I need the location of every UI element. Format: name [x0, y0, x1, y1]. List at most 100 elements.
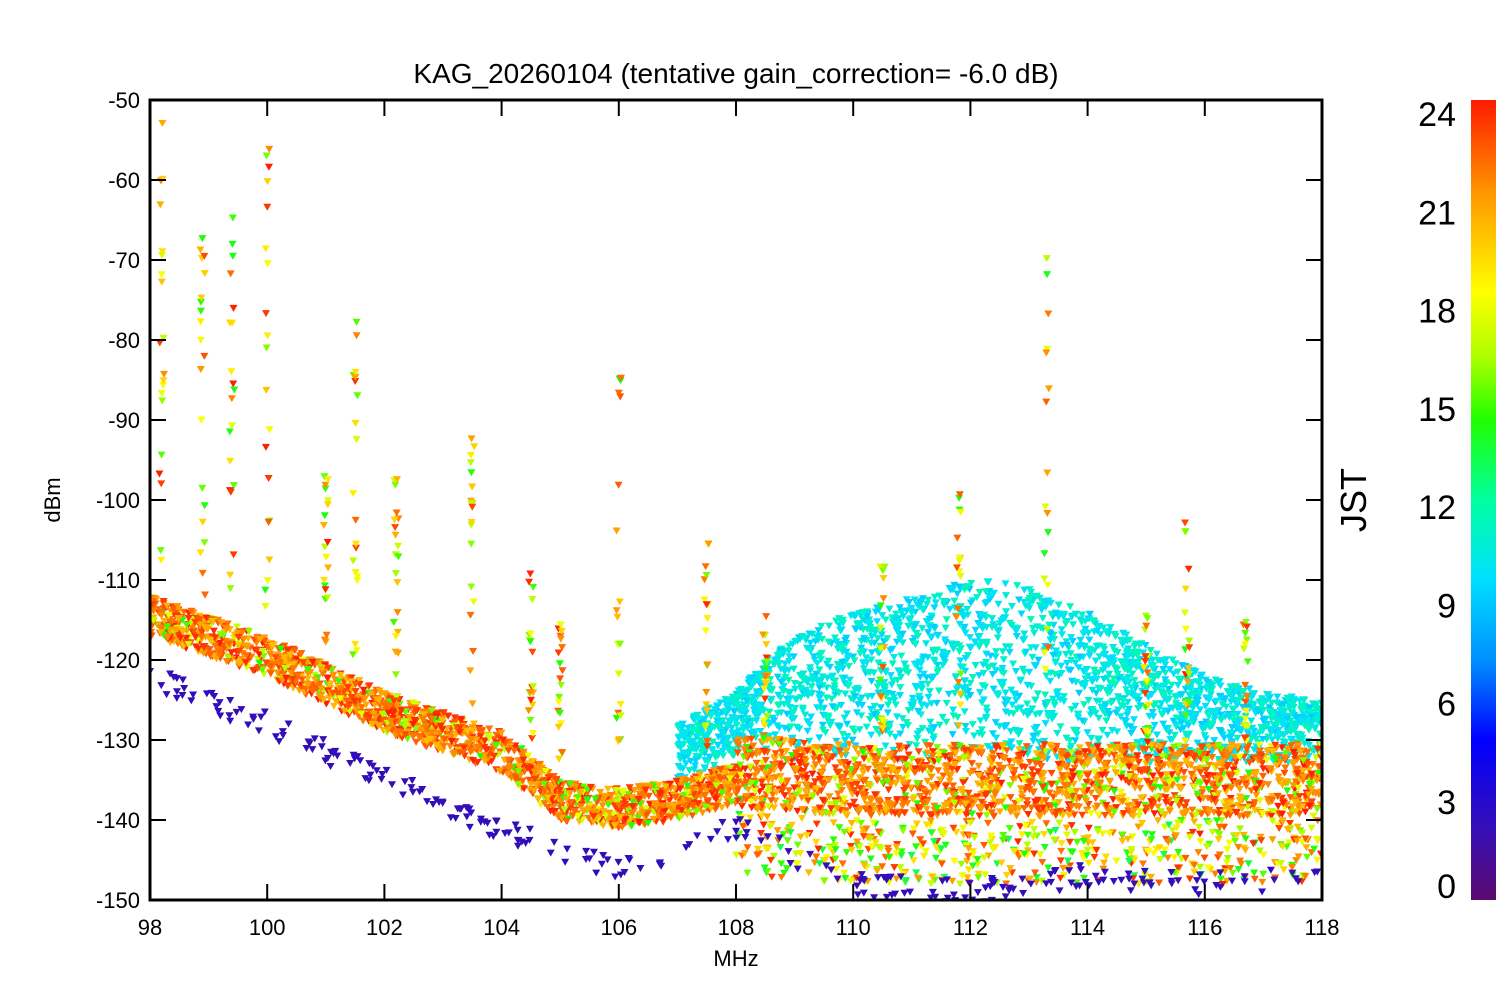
hump-point	[908, 694, 917, 702]
hump-point	[993, 634, 1002, 642]
hump-point	[805, 737, 814, 745]
hump-point	[1125, 705, 1134, 713]
hump-point	[807, 713, 816, 721]
hump-point	[1071, 678, 1080, 686]
hump-point	[1120, 717, 1129, 725]
hump-point	[1103, 690, 1112, 698]
hump-point	[1212, 697, 1221, 705]
hump-point	[982, 704, 991, 712]
hump-point	[1087, 675, 1096, 683]
hump-point	[1063, 659, 1072, 667]
floor-point	[332, 698, 341, 706]
hump-point	[1300, 696, 1309, 704]
floor-point	[947, 752, 956, 760]
hump-point	[784, 689, 793, 697]
hump-point	[765, 708, 774, 716]
hump-point	[887, 681, 896, 689]
hump-point	[691, 715, 700, 723]
floor-point	[708, 789, 717, 797]
hump-point	[1086, 711, 1095, 719]
hump-point	[933, 661, 942, 669]
hump-point	[1026, 599, 1035, 607]
hump-point	[895, 604, 904, 612]
hump-point	[1032, 592, 1041, 600]
floor-point	[999, 764, 1008, 772]
hump-point	[805, 721, 814, 729]
floor-point	[1286, 794, 1295, 802]
hump-point	[1221, 695, 1230, 703]
hump-point	[1007, 603, 1016, 611]
hump-point	[1031, 711, 1040, 719]
hump-point	[818, 721, 827, 729]
hump-point	[1103, 731, 1112, 739]
hump-point	[1063, 641, 1072, 649]
hump-point	[774, 701, 783, 709]
hump-point	[1101, 664, 1110, 672]
hump-point	[1238, 703, 1247, 711]
hump-point	[1210, 737, 1219, 745]
hump-point	[1004, 697, 1013, 705]
hump-point	[1271, 728, 1280, 736]
hump-point	[1005, 648, 1014, 656]
floor-point	[816, 776, 825, 784]
hump-point	[880, 638, 889, 646]
hump-point	[1017, 610, 1026, 618]
hump-point	[854, 686, 863, 694]
hump-point	[1010, 690, 1019, 698]
hump-point	[864, 619, 873, 627]
hump-point	[892, 610, 901, 618]
floor-point	[1132, 755, 1141, 763]
chart-title: KAG_20260104 (tentative gain_correction=…	[413, 58, 1058, 89]
hump-point	[963, 605, 972, 613]
hump-point	[697, 726, 706, 734]
hump-point	[1007, 738, 1016, 746]
hump-point	[929, 647, 938, 655]
hump-point	[1132, 663, 1141, 671]
floor-point	[152, 596, 161, 604]
floor-point	[1182, 799, 1191, 807]
hump-point	[1020, 669, 1029, 677]
floor-point	[543, 803, 552, 811]
hump-point	[729, 729, 738, 737]
hump-point	[833, 704, 842, 712]
hump-point	[1162, 656, 1171, 664]
floor-point	[1136, 784, 1145, 792]
hump-point	[782, 710, 791, 718]
hump-point	[1083, 729, 1092, 737]
hump-point	[1127, 684, 1136, 692]
hump-point	[1023, 700, 1032, 708]
hump-point	[1233, 734, 1242, 742]
hump-point	[912, 660, 921, 668]
floor-point	[834, 741, 843, 749]
hump-point	[1259, 706, 1268, 714]
hump-point	[1202, 718, 1211, 726]
floor-point	[1084, 741, 1093, 749]
hump-point	[1151, 686, 1160, 694]
hump-point	[1080, 701, 1089, 709]
floor-point	[1009, 770, 1018, 778]
floor-point	[1291, 791, 1300, 799]
hump-point	[1193, 739, 1202, 747]
hump-point	[1030, 732, 1039, 740]
hump-point	[1137, 640, 1146, 648]
hump-point	[838, 658, 847, 666]
hump-point	[1020, 630, 1029, 638]
hump-point	[1121, 637, 1130, 645]
hump-point	[731, 715, 740, 723]
floor-point	[1121, 742, 1130, 750]
hump-point	[1195, 681, 1204, 689]
floor-point	[794, 781, 803, 789]
hump-point	[1176, 726, 1185, 734]
hump-point	[1135, 696, 1144, 704]
floor-point	[761, 757, 770, 765]
hump-point	[751, 711, 760, 719]
hump-point	[809, 653, 818, 661]
floor-point	[1283, 787, 1292, 795]
hump-point	[706, 712, 715, 720]
hump-point	[842, 720, 851, 728]
hump-point	[739, 718, 748, 726]
floor-point	[768, 791, 777, 799]
floor-point	[365, 713, 374, 721]
hump-point	[915, 666, 924, 674]
hump-point	[800, 634, 809, 642]
